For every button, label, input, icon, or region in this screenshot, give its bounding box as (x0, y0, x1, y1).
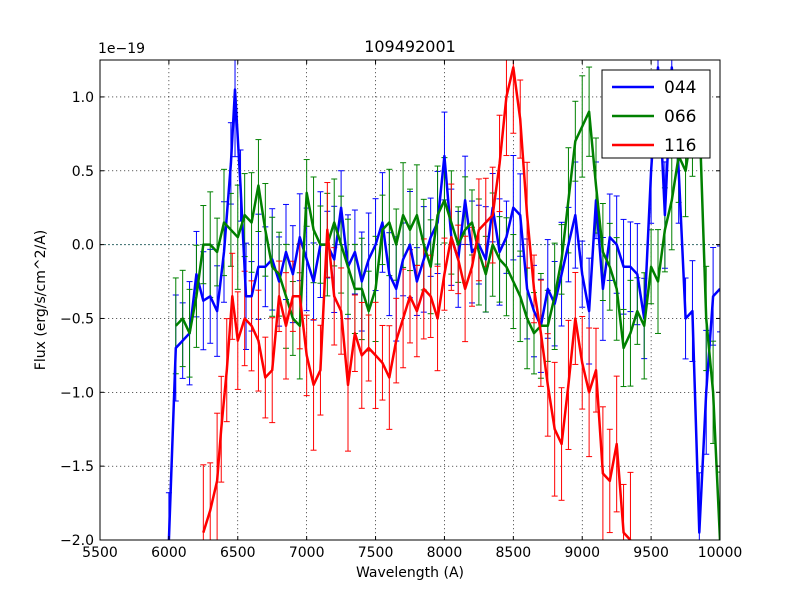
x-tick-label: 5500 (82, 545, 118, 561)
legend-label-116: 116 (664, 136, 696, 156)
legend-label-066: 066 (664, 107, 696, 127)
x-tick-label: 10000 (698, 545, 743, 561)
series-line-116 (202, 66, 632, 540)
x-tick-label: 8000 (427, 545, 463, 561)
legend: 044 066 116 (601, 69, 711, 159)
y-tick-label: 0.5 (72, 164, 94, 180)
y-tick-label: −1.0 (60, 385, 94, 401)
series-line-066 (174, 110, 720, 540)
x-tick-label: 6000 (151, 545, 187, 561)
chart-title: 109492001 (364, 37, 456, 56)
x-tick-label: 6500 (220, 545, 256, 561)
tick-layer: 5500 6000 6500 7000 7500 8000 8500 9000 9500 1000… (60, 60, 742, 561)
y-tick-label: 1.0 (72, 90, 94, 106)
plot-frame (99, 59, 721, 541)
x-tick-label: 8500 (496, 545, 532, 561)
y-tick-label: −2.0 (60, 533, 94, 549)
series-layer (167, 66, 720, 540)
y-tick-label: −0.5 (60, 311, 94, 327)
x-axis-label: Wavelength (A) (356, 565, 464, 581)
legend-label-044: 044 (664, 78, 696, 98)
y-axis-label: Flux (erg/s/cm^2/A) (33, 230, 49, 370)
y-tick-label: −1.5 (60, 459, 94, 475)
x-tick-label: 9500 (633, 545, 669, 561)
x-tick-label: 9000 (564, 545, 600, 561)
legend-box (601, 69, 711, 159)
y-tick-label: 0.0 (72, 238, 94, 254)
x-tick-label: 7500 (358, 545, 394, 561)
x-tick-label: 7000 (289, 545, 325, 561)
series-line-044 (167, 66, 720, 540)
y-offset-label: 1e−19 (98, 41, 145, 57)
